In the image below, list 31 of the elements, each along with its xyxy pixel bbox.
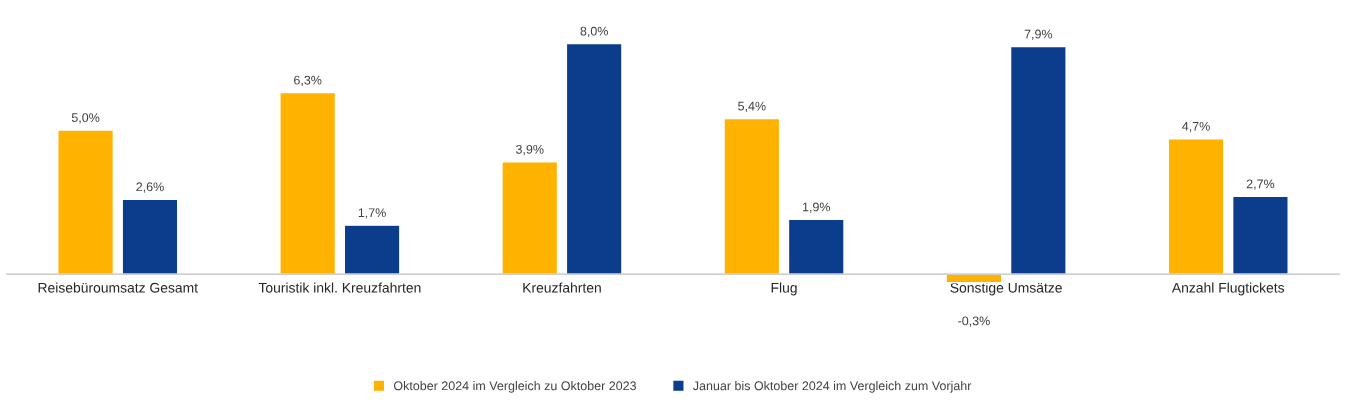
bar — [723, 117, 781, 275]
bar — [343, 224, 401, 275]
data-label: 7,9% — [1024, 29, 1053, 40]
bar — [1167, 138, 1225, 275]
x-tick-label: Flug — [771, 282, 797, 296]
x-tick-label: Anzahl Flugtickets — [1171, 282, 1285, 296]
bar — [501, 161, 559, 275]
legend-label: Oktober 2024 im Vergleich zu Oktober 2023 — [393, 381, 637, 393]
x-tick-label: Kreuzfahrten — [523, 282, 601, 293]
bar — [1009, 45, 1067, 275]
bar — [565, 42, 623, 275]
data-label: 5,4% — [738, 101, 766, 112]
bar — [121, 198, 179, 275]
data-label: 5,0% — [71, 113, 100, 124]
data-label: 2,6% — [136, 182, 164, 193]
bar — [787, 218, 845, 275]
x-tick-label: Sonstige Umsätze — [950, 282, 1062, 296]
data-label: 3,9% — [515, 144, 544, 156]
data-label: 2,7% — [1246, 179, 1275, 190]
bar — [279, 91, 337, 275]
data-label: 1,7% — [358, 208, 386, 219]
data-label: -0,3% — [958, 316, 990, 327]
bar — [1231, 195, 1289, 275]
data-label: 6,3% — [294, 75, 322, 87]
data-label: 8,0% — [580, 26, 608, 38]
legend-label: Januar bis Oktober 2024 im Vergleich zum Vorjahr — [692, 381, 972, 393]
data-label: 4,7% — [1182, 121, 1210, 133]
x-tick-label: Reisebüroumsatz Gesamt — [38, 282, 198, 293]
x-tick-label: Touristik inkl. Kreuzfahrten — [258, 282, 421, 293]
bar — [57, 129, 115, 275]
data-label: 1,9% — [802, 202, 831, 213]
